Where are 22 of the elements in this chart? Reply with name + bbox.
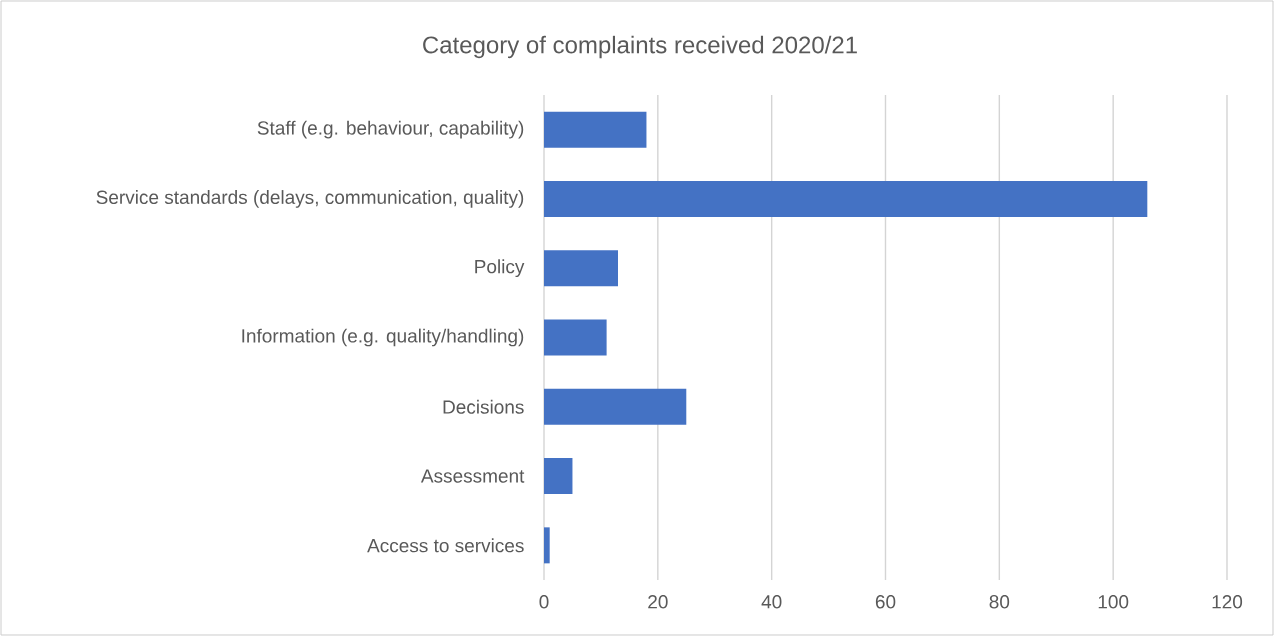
bar xyxy=(544,458,573,495)
bar xyxy=(544,319,607,356)
x-tick-label: 40 xyxy=(761,595,782,609)
y-tick-label: Staff (e.g. behaviour, capability) xyxy=(257,120,524,139)
y-tick-label: Access to services xyxy=(367,538,524,553)
bar xyxy=(544,388,687,425)
x-tick-label: 80 xyxy=(989,595,1010,609)
x-tick-label: 20 xyxy=(648,595,668,609)
y-tick-label: Policy xyxy=(475,259,525,278)
x-tick-label: 100 xyxy=(1098,595,1129,609)
x-tick-label: 120 xyxy=(1212,595,1243,609)
y-tick-label: Service standards (delays, communication, quality) xyxy=(96,190,524,208)
bar xyxy=(544,180,1148,217)
x-tick-label: 60 xyxy=(875,595,896,609)
y-tick-label: Information (e.g. quality/handling) xyxy=(242,328,524,347)
bar xyxy=(544,527,550,564)
bar xyxy=(544,111,647,148)
bar xyxy=(544,250,618,287)
chart-title: Category of complaints received 2020/21 xyxy=(423,35,857,59)
x-tick-label: 0 xyxy=(539,595,549,609)
y-tick-label: Decisions xyxy=(443,399,524,414)
y-tick-label: Assessment xyxy=(420,469,525,483)
